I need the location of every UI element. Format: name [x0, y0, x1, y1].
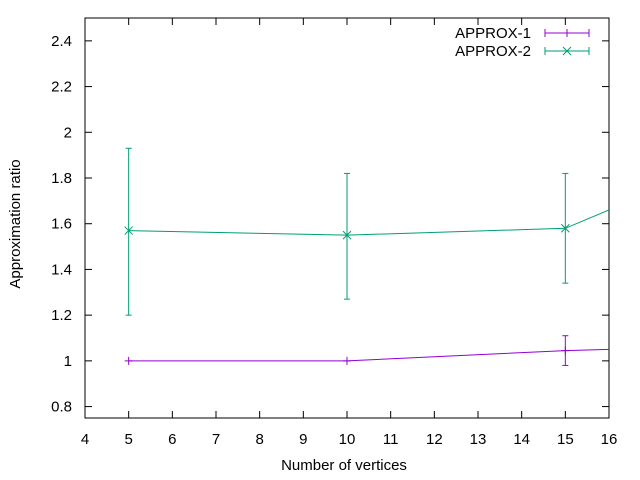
data-point-approx-1: [561, 346, 570, 355]
x-tick-label: 5: [124, 431, 132, 448]
legend-marker-approx-2: [562, 46, 572, 56]
y-tick-label: 0.8: [51, 399, 72, 416]
x-tick-label: 13: [470, 431, 487, 448]
y-axis-label: Approximation ratio: [7, 159, 24, 288]
y-tick-label: 1.8: [51, 170, 72, 187]
legend-label-approx-2: APPROX-2: [455, 43, 531, 60]
x-tick-label: 8: [255, 431, 263, 448]
data-point-approx-2: [560, 223, 570, 233]
x-tick-label: 6: [168, 431, 176, 448]
x-tick-label: 16: [601, 431, 618, 448]
data-point-approx-2: [342, 230, 352, 240]
y-tick-label: 2.4: [51, 33, 72, 50]
x-tick-label: 14: [513, 431, 530, 448]
y-tick-label: 1.6: [51, 216, 72, 233]
x-tick-label: 11: [383, 431, 399, 448]
x-tick-label: 9: [299, 431, 307, 448]
series-line-approx-1: [128, 348, 609, 362]
series-line-approx-2: [128, 209, 609, 236]
y-tick-label: 2: [64, 124, 72, 141]
data-point-approx-2: [124, 226, 134, 235]
x-tick-label: 12: [426, 431, 443, 448]
x-tick-label: 15: [557, 431, 574, 448]
x-tick-label: 7: [212, 431, 220, 448]
legend-label-approx-1: APPROX-1: [455, 25, 531, 42]
legend-marker-approx-1: [563, 29, 571, 37]
x-tick-label: 4: [81, 431, 89, 448]
data-point-approx-1: [343, 356, 351, 365]
x-axis-label: Number of vertices: [281, 457, 407, 474]
x-tick-label: 10: [339, 431, 356, 448]
data-point-approx-1: [124, 356, 133, 365]
y-tick-label: 1.4: [51, 261, 72, 278]
y-tick-label: 1: [64, 353, 72, 370]
y-tick-label: 1.2: [51, 307, 72, 324]
y-tick-label: 2.2: [51, 79, 72, 96]
